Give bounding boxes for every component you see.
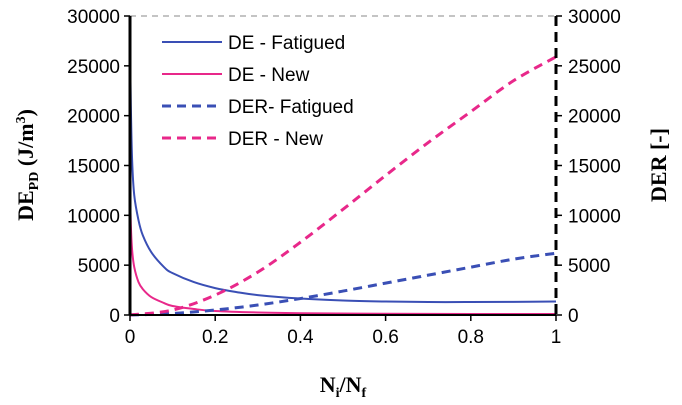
x-tick-label: 0.4 xyxy=(287,327,314,348)
series-line-der-new xyxy=(129,55,557,317)
left-title-sup: 3 xyxy=(14,116,29,123)
left-title-sub: PD xyxy=(27,172,42,191)
x-tick-label: 0 xyxy=(125,327,136,348)
x-title-sub-f: f xyxy=(362,386,367,401)
x-title-slash: /N xyxy=(339,372,362,397)
series-line-de-new xyxy=(129,190,557,316)
legend-label-der-new: DER - New xyxy=(228,129,323,150)
x-tick-label: 1 xyxy=(551,327,562,348)
right-y-tick-label: 5000 xyxy=(568,256,610,277)
left-y-tick-label: 15000 xyxy=(67,157,120,178)
legend-label-de-new: DE - New xyxy=(228,65,310,86)
x-title-main: N xyxy=(320,372,336,397)
left-y-axis-title: DEPD (J/m3) xyxy=(13,109,42,221)
x-axis-title: Ni/Nf xyxy=(320,372,367,401)
left-title-end: ) xyxy=(13,109,38,116)
right-y-tick-label: 25000 xyxy=(568,57,621,78)
x-title-sub-i: i xyxy=(336,386,340,401)
left-y-tick-label: 0 xyxy=(109,306,120,327)
x-tick-label: 0.8 xyxy=(458,327,484,348)
left-y-tick-label: 10000 xyxy=(67,206,120,227)
x-tick-label: 0.2 xyxy=(202,327,228,348)
left-y-tick-label: 5000 xyxy=(78,256,120,277)
legend-label-der-fatigued: DER- Fatigued xyxy=(228,97,354,118)
left-y-tick-label: 25000 xyxy=(67,57,120,78)
x-tick-label: 0.6 xyxy=(372,327,398,348)
left-title-main: DE xyxy=(13,190,38,221)
left-title-unit: (J/m xyxy=(13,123,38,171)
right-y-tick-label: 30000 xyxy=(568,7,621,28)
right-y-axis-title: DER [-] xyxy=(646,128,671,202)
right-y-tick-label: 0 xyxy=(568,306,579,327)
right-y-tick-label: 20000 xyxy=(568,107,621,128)
right-y-tick-label: 15000 xyxy=(568,157,621,178)
series-line-de-fatigued xyxy=(129,40,557,304)
series-line-der-fatigued xyxy=(129,251,557,317)
left-y-tick-label: 30000 xyxy=(67,7,120,28)
left-y-tick-label: 20000 xyxy=(67,107,120,128)
series-layer xyxy=(129,40,557,317)
legend: DE - Fatigued DE - New DER- Fatigued DER - … xyxy=(162,33,354,150)
right-y-tick-label: 10000 xyxy=(568,206,621,227)
legend-label-de-fatigued: DE - Fatigued xyxy=(228,33,345,54)
